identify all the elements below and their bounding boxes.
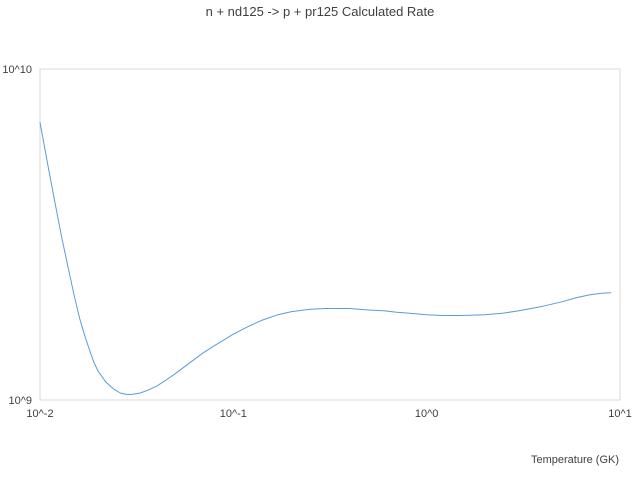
- x-axis-label: Temperature (GK): [531, 454, 619, 466]
- y-axis-ticks: 10^9 10^10: [2, 64, 32, 407]
- plot-frame: [39, 68, 621, 401]
- y-tick-label: 10^10: [2, 64, 32, 76]
- x-tick-label: 10^0: [415, 408, 439, 420]
- x-tick-label: 10^-2: [26, 408, 53, 420]
- x-axis-ticks: 10^-2 10^-1 10^0 10^1: [26, 408, 631, 420]
- x-tick-label: 10^-1: [220, 408, 247, 420]
- series-group: [39, 122, 612, 395]
- x-tick-label: 10^1: [608, 408, 632, 420]
- y-tick-label: 10^9: [8, 395, 32, 407]
- series-line: [39, 122, 612, 395]
- chart-title: n + nd125 -> p + pr125 Calculated Rate: [206, 4, 435, 19]
